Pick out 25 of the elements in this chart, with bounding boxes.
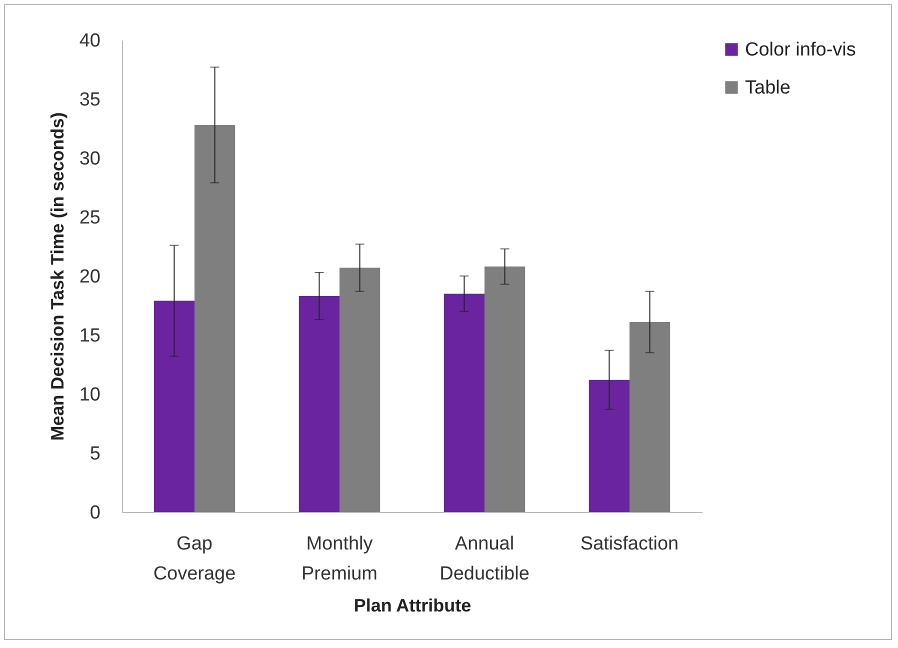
x-tick-label: Annual Deductible xyxy=(440,534,530,584)
legend-label: Table xyxy=(745,78,790,98)
x-tick-label: Monthly Premium xyxy=(301,534,378,584)
y-tick-label: 25 xyxy=(79,208,100,228)
y-tick-label: 35 xyxy=(79,90,100,110)
bar xyxy=(484,266,526,512)
bar xyxy=(588,380,630,512)
bar xyxy=(154,300,194,512)
y-tick-label: 30 xyxy=(79,148,100,170)
y-tick-label: 40 xyxy=(79,30,100,52)
bar xyxy=(298,296,340,512)
x-axis-title: Plan Attribute xyxy=(354,596,472,616)
y-tick-label: 15 xyxy=(79,326,100,346)
bar xyxy=(630,322,670,512)
bar xyxy=(444,294,484,512)
legend-label: Color info-vis xyxy=(745,40,856,60)
x-tick-label: Satisfaction xyxy=(580,534,679,554)
y-tick-label: 5 xyxy=(90,444,100,464)
y-tick-label: 0 xyxy=(90,502,100,524)
bar xyxy=(194,124,236,512)
x-tick-label: Gap Coverage xyxy=(153,534,236,584)
y-tick-label: 20 xyxy=(79,266,100,288)
y-tick-label: 10 xyxy=(79,384,100,406)
y-axis-title: Mean Decision Task Time (in seconds) xyxy=(47,112,68,441)
bar xyxy=(340,268,380,512)
